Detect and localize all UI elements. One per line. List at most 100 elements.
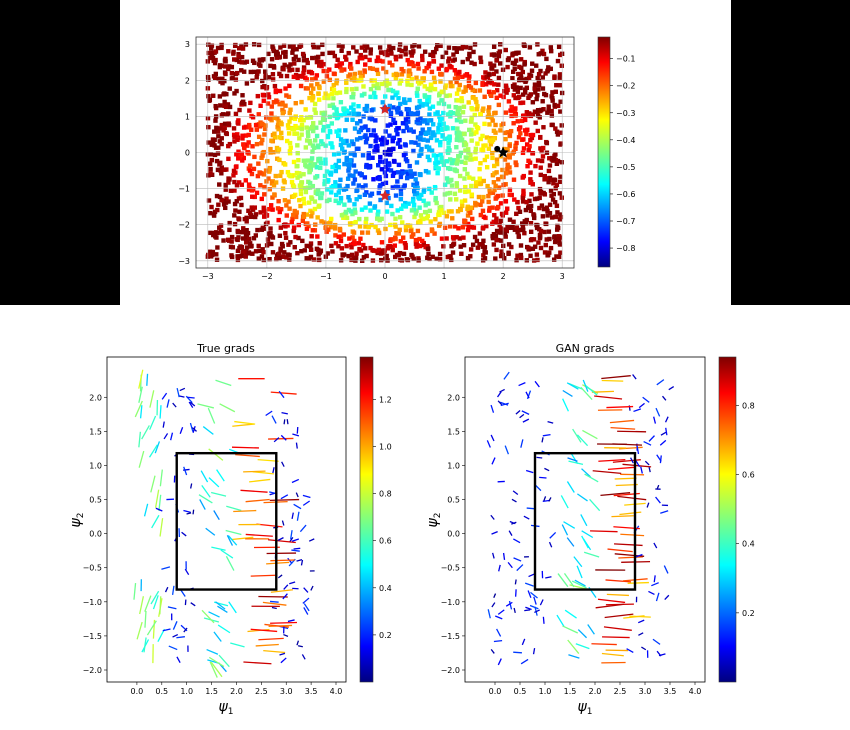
heat-cell	[337, 183, 342, 188]
heat-cell	[241, 125, 247, 130]
heat-cell	[398, 78, 404, 83]
heat-cell	[364, 136, 370, 141]
heat-cell	[478, 59, 484, 65]
gradient-arrow	[502, 552, 506, 560]
heat-cell	[491, 90, 497, 95]
heat-cell	[333, 162, 339, 168]
heat-cell	[395, 170, 401, 175]
heat-cell	[438, 71, 443, 77]
heat-cell	[390, 173, 396, 178]
heat-cell	[426, 145, 432, 150]
heat-cell	[342, 202, 347, 207]
heat-cell	[557, 240, 562, 246]
heat-cell	[295, 151, 300, 156]
heat-cell	[555, 223, 560, 229]
heat-cell	[445, 191, 450, 196]
heat-cell	[523, 220, 528, 226]
heat-cell	[325, 251, 330, 256]
heat-cell	[502, 130, 508, 136]
heat-cell	[395, 179, 400, 184]
heat-cell	[366, 151, 371, 156]
gradient-arrow	[606, 405, 634, 409]
heat-cell	[303, 189, 309, 195]
heat-cell	[530, 246, 536, 251]
heat-cell	[234, 88, 239, 94]
heat-cell	[433, 161, 438, 166]
heat-cell	[555, 210, 560, 215]
heat-cell	[254, 190, 260, 196]
heat-cell	[247, 185, 252, 191]
heat-cell	[425, 213, 431, 219]
heat-cell	[463, 189, 468, 195]
heat-cell	[436, 212, 441, 217]
gradient-arrow	[580, 386, 593, 400]
heat-cell	[494, 220, 499, 225]
heat-cell	[427, 106, 433, 111]
heat-cell	[362, 192, 368, 197]
gradient-arrow	[525, 469, 534, 474]
heat-cell	[544, 221, 549, 227]
heat-cell	[415, 86, 420, 91]
heat-cell	[494, 170, 499, 175]
heat-cell	[389, 203, 394, 209]
heat-cell	[528, 220, 534, 226]
gradient-arrow	[497, 609, 505, 615]
heat-cell	[472, 88, 478, 94]
heat-cell	[315, 215, 320, 220]
heat-cell	[209, 43, 215, 48]
heat-cell	[521, 137, 526, 142]
x-tick-label: 1.0	[539, 687, 552, 696]
heat-cell	[209, 142, 214, 147]
heat-cell	[252, 214, 258, 220]
heat-cell	[346, 165, 352, 171]
heat-cell	[330, 145, 335, 150]
heat-cell	[227, 64, 232, 69]
y-tick-label: 1.0	[89, 461, 102, 470]
heat-cell	[495, 204, 501, 210]
heat-cell	[379, 216, 384, 222]
heat-cell	[284, 213, 289, 218]
heat-cell	[452, 76, 458, 81]
y-tick-label: 1.0	[447, 461, 460, 470]
gradient-arrow	[176, 636, 185, 639]
heat-cell	[500, 252, 506, 258]
heat-cell	[413, 177, 418, 182]
gradient-arrow	[197, 403, 215, 409]
heat-cell	[432, 79, 438, 85]
heat-cell	[420, 103, 425, 108]
heat-cell	[550, 122, 555, 128]
colorbar-tick-label: 0.2	[379, 631, 392, 640]
heat-cell	[331, 87, 337, 93]
heat-cell	[269, 111, 274, 116]
heat-cell	[405, 82, 410, 87]
heat-cell	[212, 143, 217, 148]
heat-cell	[367, 201, 373, 206]
heat-cell	[547, 175, 553, 181]
heat-cell	[299, 249, 304, 254]
heat-cell	[283, 230, 288, 236]
heat-cell	[338, 137, 344, 142]
heat-cell	[227, 86, 232, 91]
heat-cell	[357, 224, 363, 229]
heat-cell	[304, 212, 310, 217]
heat-cell	[249, 127, 254, 132]
heat-cell	[260, 247, 265, 252]
gradient-arrow	[521, 410, 530, 415]
heat-cell	[436, 223, 442, 228]
heat-cell	[486, 108, 491, 113]
gradient-arrow	[217, 605, 228, 613]
heat-cell	[337, 226, 343, 232]
heat-cell	[422, 69, 427, 74]
heat-cell	[477, 241, 482, 247]
heat-cell	[350, 117, 355, 122]
heat-cell	[444, 66, 450, 72]
heat-cell	[401, 97, 407, 102]
heat-cell	[457, 173, 463, 179]
heat-cell	[282, 62, 287, 68]
heat-cell	[227, 104, 233, 110]
heat-cell	[220, 76, 225, 82]
gradient-arrow	[548, 541, 553, 548]
heat-cell	[270, 250, 276, 255]
heat-cell	[452, 57, 457, 62]
gradient-arrow	[607, 548, 633, 553]
